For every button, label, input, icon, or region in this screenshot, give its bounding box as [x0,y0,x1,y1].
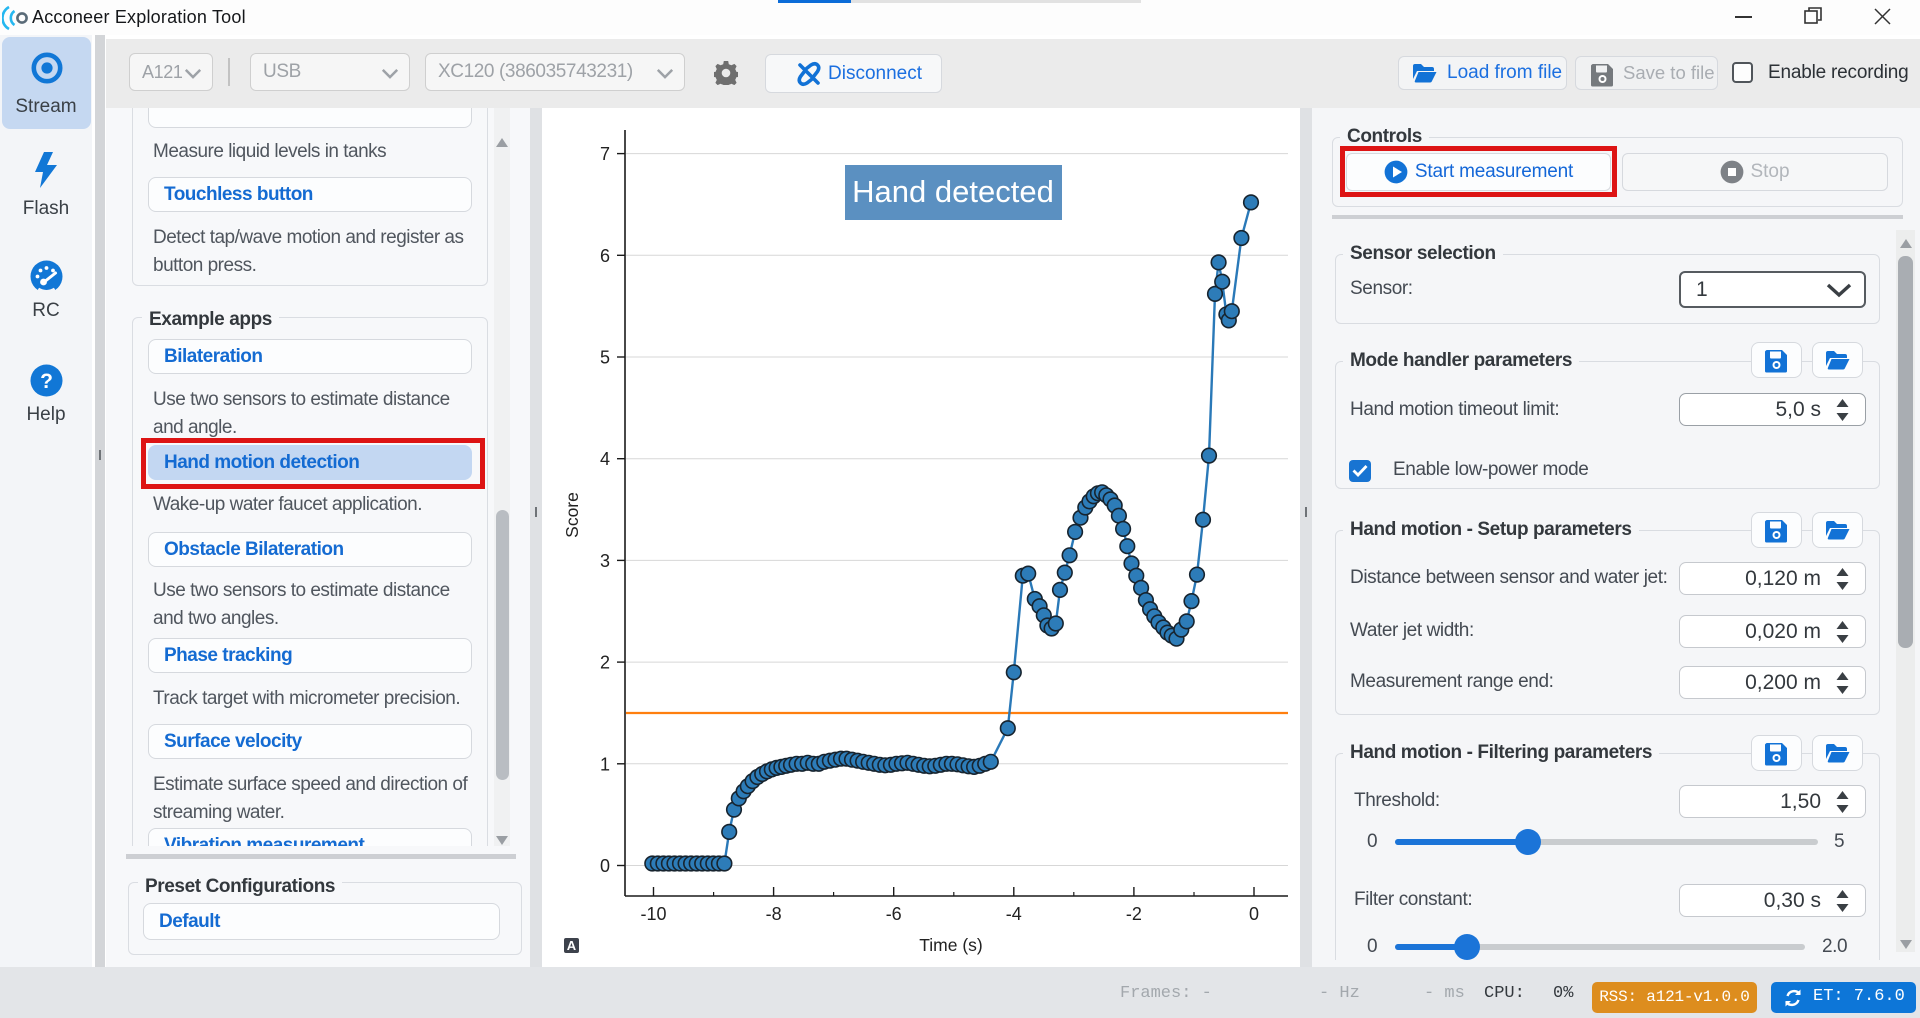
svg-text:Score: Score [562,492,582,538]
svg-text:A: A [567,938,577,953]
svg-text:7: 7 [600,144,610,164]
svg-text:-2: -2 [1126,904,1142,924]
svg-text:Time (s): Time (s) [919,935,983,955]
svg-text:0: 0 [1249,904,1259,924]
svg-text:4: 4 [600,449,610,469]
svg-text:2: 2 [600,653,610,673]
svg-text:1: 1 [600,754,610,774]
svg-text:0: 0 [600,856,610,876]
svg-text:-8: -8 [766,904,782,924]
svg-text:-4: -4 [1006,904,1022,924]
svg-text:6: 6 [600,246,610,266]
svg-text:5: 5 [600,348,610,368]
svg-text:3: 3 [600,551,610,571]
svg-text:Hand detected: Hand detected [852,174,1054,209]
svg-text:?: ? [40,370,53,393]
svg-text:-10: -10 [640,904,666,924]
svg-text:-6: -6 [886,904,902,924]
